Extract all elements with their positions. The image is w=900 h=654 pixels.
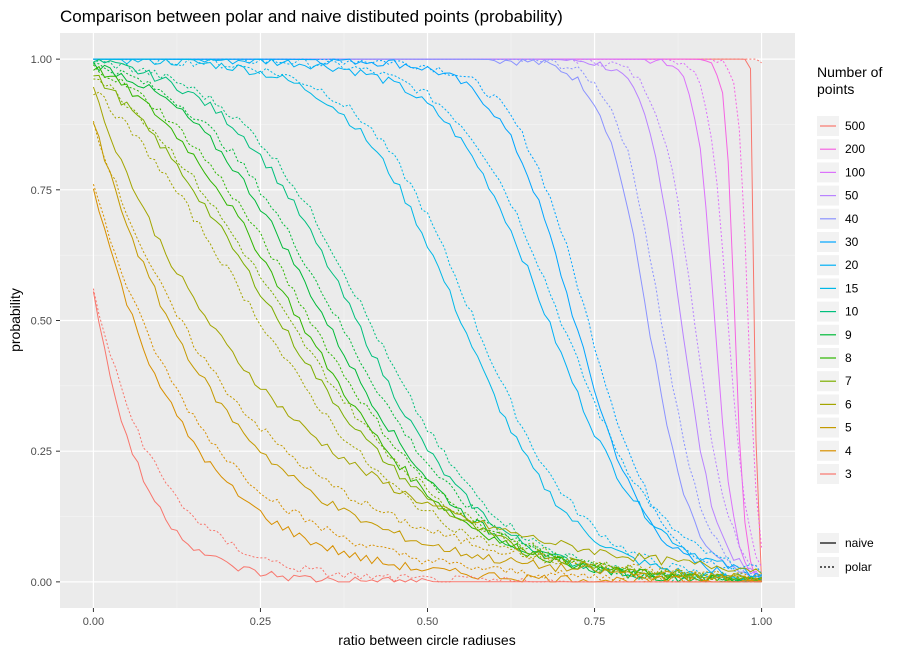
series-15-polar xyxy=(93,58,762,583)
legend-label: 20 xyxy=(845,258,859,272)
series-5-polar xyxy=(92,120,762,580)
y-tick-label: 0.75 xyxy=(31,185,52,197)
legend-label: 7 xyxy=(845,374,852,388)
series-8-naive xyxy=(93,65,762,583)
series-8-polar xyxy=(93,64,762,583)
legend-linetype-label: polar xyxy=(845,560,872,574)
legend-title-line2: points xyxy=(817,81,854,97)
legend-label: 15 xyxy=(845,281,859,295)
series-30-polar xyxy=(93,58,762,580)
series-7-naive xyxy=(93,74,762,583)
y-axis-ticks: 0.00 0.25 0.50 0.75 1.00 xyxy=(31,54,60,589)
y-axis-title: probability xyxy=(7,288,23,352)
series-3-polar xyxy=(92,288,762,583)
legend-label: 30 xyxy=(845,235,859,249)
x-axis-ticks: 0.00 0.25 0.50 0.75 1.00 xyxy=(83,608,772,628)
x-tick-label: 0.75 xyxy=(584,616,605,628)
series-5-naive xyxy=(92,122,762,583)
legend-linetype-items: naive polar xyxy=(817,533,874,577)
series-20-polar xyxy=(93,58,763,574)
legend-label: 10 xyxy=(845,305,859,319)
legend-color-items: 500 200 100 50 40 30 20 15 10 9 8 7 6 5 4 3 xyxy=(817,116,865,484)
series-group xyxy=(92,58,763,583)
chart-title: Comparison between polar and naive disti… xyxy=(60,7,563,26)
series-40-polar xyxy=(93,58,762,579)
legend-label: 100 xyxy=(845,165,865,179)
x-tick-label: 0.00 xyxy=(83,616,104,628)
y-tick-label: 1.00 xyxy=(31,54,52,66)
x-tick-label: 1.00 xyxy=(751,616,772,628)
legend-label: 40 xyxy=(845,212,859,226)
legend-label: 4 xyxy=(845,444,852,458)
x-tick-label: 0.50 xyxy=(417,616,438,628)
legend-label: 8 xyxy=(845,351,852,365)
series-3-naive xyxy=(92,291,762,583)
series-9-naive xyxy=(92,62,762,583)
series-15-naive xyxy=(93,58,762,583)
series-20-naive xyxy=(93,58,762,578)
legend-label: 9 xyxy=(845,328,852,342)
x-tick-label: 0.25 xyxy=(250,616,271,628)
series-4-polar xyxy=(92,184,762,583)
legend-label: 50 xyxy=(845,189,859,203)
y-tick-label: 0.00 xyxy=(31,577,52,589)
legend-title-line1: Number of xyxy=(817,64,882,80)
legend-label: 3 xyxy=(845,467,852,481)
legend: Number of points 500 200 100 50 40 30 20 15 10 9 8… xyxy=(817,64,882,577)
legend-linetype-label: naive xyxy=(845,536,874,550)
legend-label: 500 xyxy=(845,119,865,133)
legend-label: 200 xyxy=(845,142,865,156)
y-tick-label: 0.25 xyxy=(31,446,52,458)
y-tick-label: 0.50 xyxy=(31,316,52,328)
series-10-naive xyxy=(93,59,762,583)
series-50-polar xyxy=(93,58,763,575)
series-100-polar xyxy=(93,58,763,568)
series-6-naive xyxy=(92,86,762,575)
x-axis-title: ratio between circle radiuses xyxy=(338,632,515,648)
legend-label: 6 xyxy=(845,397,852,411)
legend-label: 5 xyxy=(845,421,852,435)
